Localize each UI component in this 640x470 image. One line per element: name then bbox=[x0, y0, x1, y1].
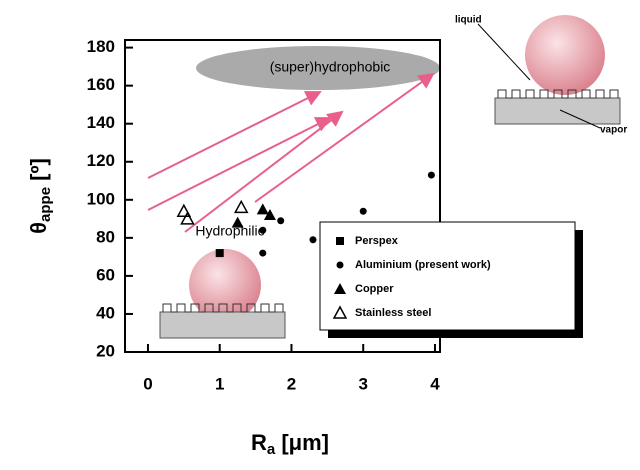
annotation: (super)hydrophobic bbox=[270, 59, 391, 75]
point bbox=[309, 236, 316, 243]
legend-marker bbox=[336, 237, 344, 245]
legend-marker bbox=[337, 262, 344, 269]
y-tick-label: 120 bbox=[87, 151, 115, 170]
y-tick-label: 60 bbox=[96, 265, 115, 284]
y-tick-label: 180 bbox=[87, 37, 115, 56]
x-tick-label: 1 bbox=[215, 374, 224, 393]
point bbox=[277, 217, 284, 224]
point bbox=[235, 201, 247, 212]
y-tick-label: 80 bbox=[96, 227, 115, 246]
point bbox=[360, 208, 367, 215]
y-tick-label: 20 bbox=[96, 341, 115, 360]
x-tick-label: 0 bbox=[143, 374, 152, 393]
y-tick-label: 140 bbox=[87, 113, 115, 132]
x-tick-label: 2 bbox=[287, 374, 296, 393]
annotation: liquid bbox=[455, 15, 482, 26]
y-axis-label: θappe [º] bbox=[26, 158, 54, 234]
y-tick-label: 100 bbox=[87, 189, 115, 208]
annotation: Hydrophilic bbox=[195, 223, 264, 239]
droplet-hydrophobic bbox=[478, 15, 620, 128]
point bbox=[259, 227, 266, 234]
droplet-hydrophilic bbox=[160, 249, 285, 338]
legend-label: Stainless steel bbox=[355, 307, 431, 319]
trend-arrows bbox=[148, 74, 433, 232]
point bbox=[428, 172, 435, 179]
y-tick-label: 160 bbox=[87, 75, 115, 94]
x-axis-label: Ra [μm] bbox=[251, 430, 329, 458]
point bbox=[216, 249, 224, 257]
legend-label: Copper bbox=[355, 283, 394, 295]
x-tick-label: 3 bbox=[358, 374, 367, 393]
y-tick-label: 40 bbox=[96, 303, 115, 322]
point bbox=[181, 213, 193, 224]
x-tick-label: 4 bbox=[430, 374, 440, 393]
legend-label: Aluminium (present work) bbox=[355, 259, 491, 271]
legend-label: Perspex bbox=[355, 235, 399, 247]
annotation: vapor bbox=[600, 125, 627, 136]
point bbox=[257, 203, 269, 214]
point bbox=[259, 250, 266, 257]
chart: (super)hydrophobic Hydrophilic liquid va… bbox=[0, 0, 640, 465]
